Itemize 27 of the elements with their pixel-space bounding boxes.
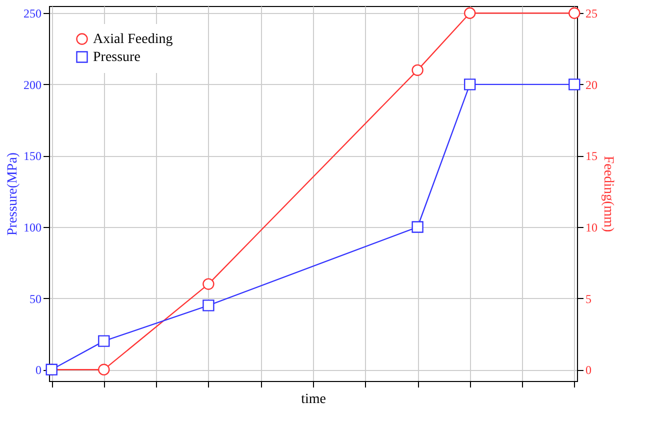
- x-axis-title: time: [301, 392, 326, 407]
- y-tick-label: 250: [24, 6, 42, 21]
- y-tick-label: 200: [24, 78, 42, 92]
- y2-tick-label: 25: [586, 6, 598, 21]
- point: [464, 78, 476, 90]
- y2-tick-label: 10: [586, 220, 598, 235]
- point: [98, 364, 110, 376]
- point: [412, 64, 424, 76]
- legend-label: Pressure: [93, 50, 140, 65]
- y2-tick-label: 15: [586, 149, 598, 164]
- y-axis-title: Pressure(MPa): [6, 152, 20, 236]
- point: [464, 7, 476, 19]
- y2-tick-label: 5: [586, 292, 592, 306]
- legend-label: Axial Feeding: [93, 32, 173, 47]
- y-tick-label: 150: [24, 149, 42, 164]
- point: [202, 300, 214, 312]
- point: [412, 221, 424, 233]
- y-tick-label: 100: [24, 220, 42, 235]
- y2-tick-label: 0: [586, 363, 592, 378]
- y-tick-label: 50: [30, 292, 42, 306]
- point: [568, 7, 580, 19]
- point: [568, 78, 580, 90]
- y-tick-label: 0: [36, 363, 42, 378]
- y2-axis-title: Feeding(mm): [600, 156, 616, 232]
- point: [202, 278, 214, 290]
- point: [98, 335, 110, 347]
- y2-tick-label: 20: [586, 78, 598, 92]
